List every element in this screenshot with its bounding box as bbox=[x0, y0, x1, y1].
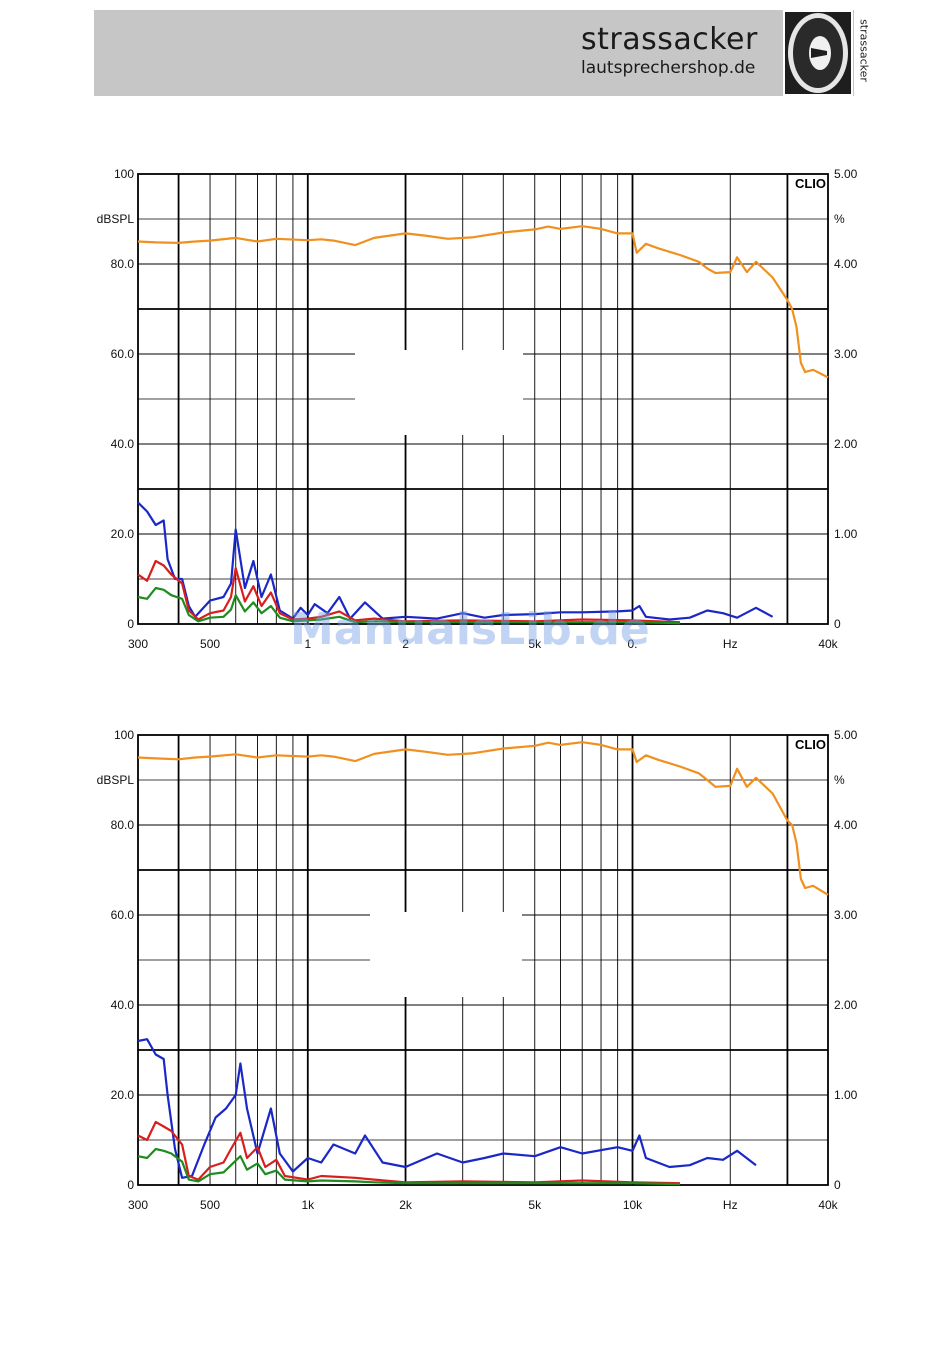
x-tick-label: 40k bbox=[818, 637, 838, 651]
x-tick-label: 5k bbox=[528, 637, 542, 651]
right-tick-label: 4.00 bbox=[834, 818, 858, 832]
right-tick-label: 3.00 bbox=[834, 347, 858, 361]
right-tick-label: 0 bbox=[834, 1178, 841, 1192]
blank-region bbox=[355, 350, 523, 435]
right-tick-label: 1.00 bbox=[834, 527, 858, 541]
speaker-logo bbox=[783, 10, 853, 96]
plot-frame bbox=[137, 173, 829, 625]
left-tick-label: 20.0 bbox=[111, 1088, 135, 1102]
x-tick-label: Hz bbox=[723, 1198, 738, 1212]
brand-vertical-text: strassacker bbox=[857, 19, 871, 82]
speaker-logo-icon bbox=[785, 12, 851, 94]
plot-frame bbox=[137, 734, 829, 1186]
left-tick-label: 20.0 bbox=[111, 527, 135, 541]
frequency-response-chart-2: 100 80.0 60.0 40.0 20.0 0 dBSPL 5.00 4.00 3.00 2.0… bbox=[0, 722, 950, 1222]
brand-name: strassacker bbox=[581, 22, 758, 57]
right-tick-label: 1.00 bbox=[834, 1088, 858, 1102]
x-tick-label: 1 bbox=[304, 637, 311, 651]
left-tick-label: 100 bbox=[114, 728, 134, 742]
left-tick-label: 60.0 bbox=[111, 347, 135, 361]
left-axis-label: dBSPL bbox=[97, 212, 135, 226]
x-tick-label: 500 bbox=[200, 637, 220, 651]
right-tick-label: 2.00 bbox=[834, 437, 858, 451]
right-axis-label: % bbox=[834, 773, 845, 787]
chart-2-svg: 100 80.0 60.0 40.0 20.0 0 dBSPL 5.00 4.00 3.00 2.0… bbox=[97, 728, 858, 1212]
watermark: ManualsLib.de bbox=[290, 604, 650, 655]
chart-1-svg: 10080.060.040.020.00dBSPL5.004.003.002.0… bbox=[97, 167, 858, 651]
right-tick-label: 3.00 bbox=[834, 908, 858, 922]
x-tick-label: 5k bbox=[528, 1198, 542, 1212]
right-tick-label: 4.00 bbox=[834, 257, 858, 271]
x-tick-label: 2 bbox=[402, 637, 409, 651]
series-line-red bbox=[137, 559, 681, 624]
x-tick-label: 1k bbox=[301, 1198, 315, 1212]
right-axis-label: % bbox=[834, 212, 845, 226]
blank-region bbox=[370, 912, 522, 997]
x-tick-label: 40k bbox=[818, 1198, 838, 1212]
left-tick-label: 100 bbox=[114, 167, 134, 181]
clio-mark: CLIO bbox=[795, 737, 826, 752]
series-line-blue bbox=[137, 501, 774, 621]
series-line-green bbox=[137, 586, 681, 625]
clio-mark: CLIO bbox=[795, 176, 826, 191]
brand-vertical-label: strassacker bbox=[854, 10, 871, 96]
x-tick-label: 300 bbox=[128, 1198, 148, 1212]
right-tick-label: 5.00 bbox=[834, 167, 858, 181]
left-tick-label: 80.0 bbox=[111, 257, 135, 271]
left-axis-label: dBSPL bbox=[97, 773, 135, 787]
right-tick-label: 2.00 bbox=[834, 998, 858, 1012]
x-tick-label: 300 bbox=[128, 637, 148, 651]
left-tick-label: 0 bbox=[127, 617, 134, 631]
series-line-red bbox=[137, 1120, 681, 1185]
left-tick-label: 0 bbox=[127, 1178, 134, 1192]
x-tick-label: 0. bbox=[627, 637, 637, 651]
x-tick-label: Hz bbox=[723, 637, 738, 651]
left-tick-label: 80.0 bbox=[111, 818, 135, 832]
right-tick-label: 0 bbox=[834, 617, 841, 631]
left-tick-label: 60.0 bbox=[111, 908, 135, 922]
series-line-orange bbox=[137, 225, 829, 379]
series-line-green bbox=[137, 1147, 681, 1186]
page-header: strassacker lautsprechershop.de strassac… bbox=[94, 10, 871, 96]
brand-url: lautsprechershop.de bbox=[581, 58, 756, 78]
left-tick-label: 40.0 bbox=[111, 998, 135, 1012]
frequency-response-chart-1: 100 80.0 60.0 40.0 20.0 0 dBSPL 5.00 4.00 3.00 2.0… bbox=[0, 160, 950, 660]
x-tick-label: 10k bbox=[623, 1198, 643, 1212]
x-tick-label: 2k bbox=[399, 1198, 413, 1212]
left-tick-label: 40.0 bbox=[111, 437, 135, 451]
series-line-orange bbox=[137, 741, 829, 896]
right-tick-label: 5.00 bbox=[834, 728, 858, 742]
x-tick-label: 500 bbox=[200, 1198, 220, 1212]
